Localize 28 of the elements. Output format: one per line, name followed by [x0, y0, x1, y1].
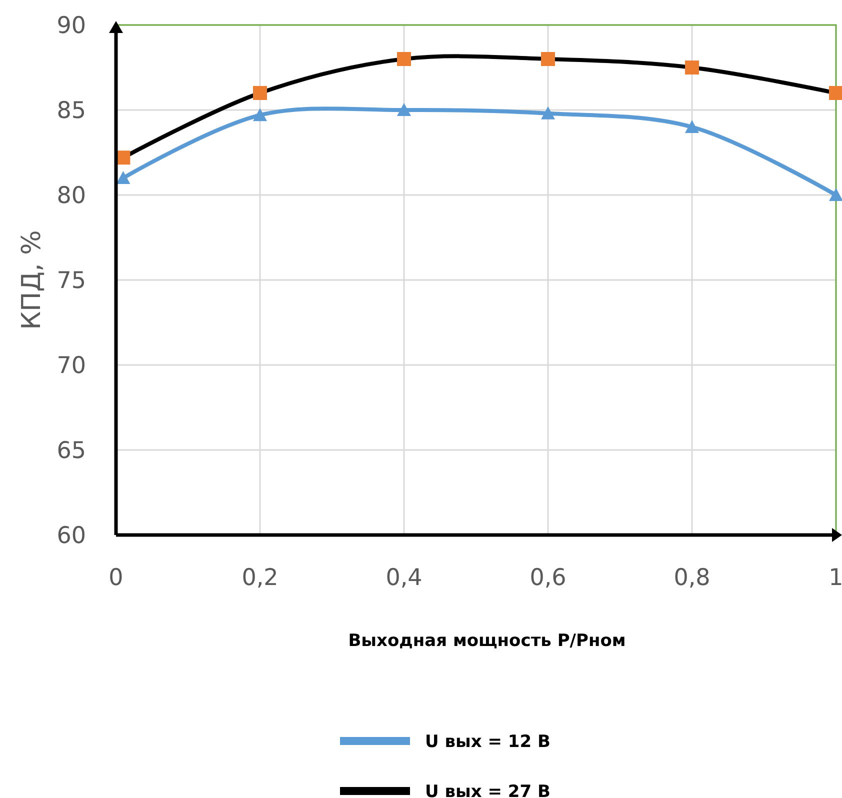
y-tick-label: 85 — [56, 98, 86, 124]
y-tick-label: 65 — [56, 438, 86, 464]
x-tick-label: 0,4 — [386, 565, 422, 591]
y-tick-label: 75 — [56, 268, 86, 294]
y-axis-title: КПД, % — [17, 230, 47, 330]
x-tick-label: 0,6 — [530, 565, 566, 591]
y-tick-label: 70 — [56, 353, 86, 379]
point — [541, 52, 555, 66]
legend-label: U вых = 27 В — [425, 782, 550, 798]
point — [685, 60, 699, 74]
legend-label: U вых = 12 В — [425, 732, 550, 752]
point — [397, 52, 411, 66]
x-tick-label: 0,8 — [674, 565, 710, 591]
point — [253, 86, 267, 100]
x-tick-label: 0 — [108, 565, 124, 591]
y-tick-label: 60 — [56, 523, 86, 549]
point — [253, 108, 267, 122]
y-tick-label: 90 — [56, 13, 86, 39]
y-tick-label: 80 — [56, 183, 86, 209]
point — [541, 106, 555, 120]
x-tick-label: 1 — [828, 565, 842, 591]
point — [397, 103, 411, 116]
point — [829, 188, 842, 201]
point — [685, 120, 699, 133]
point — [116, 171, 130, 184]
x-tick-label: 0,2 — [242, 565, 278, 591]
point — [829, 86, 842, 100]
x-axis-title: Выходная мощность P/Pном — [348, 631, 626, 651]
